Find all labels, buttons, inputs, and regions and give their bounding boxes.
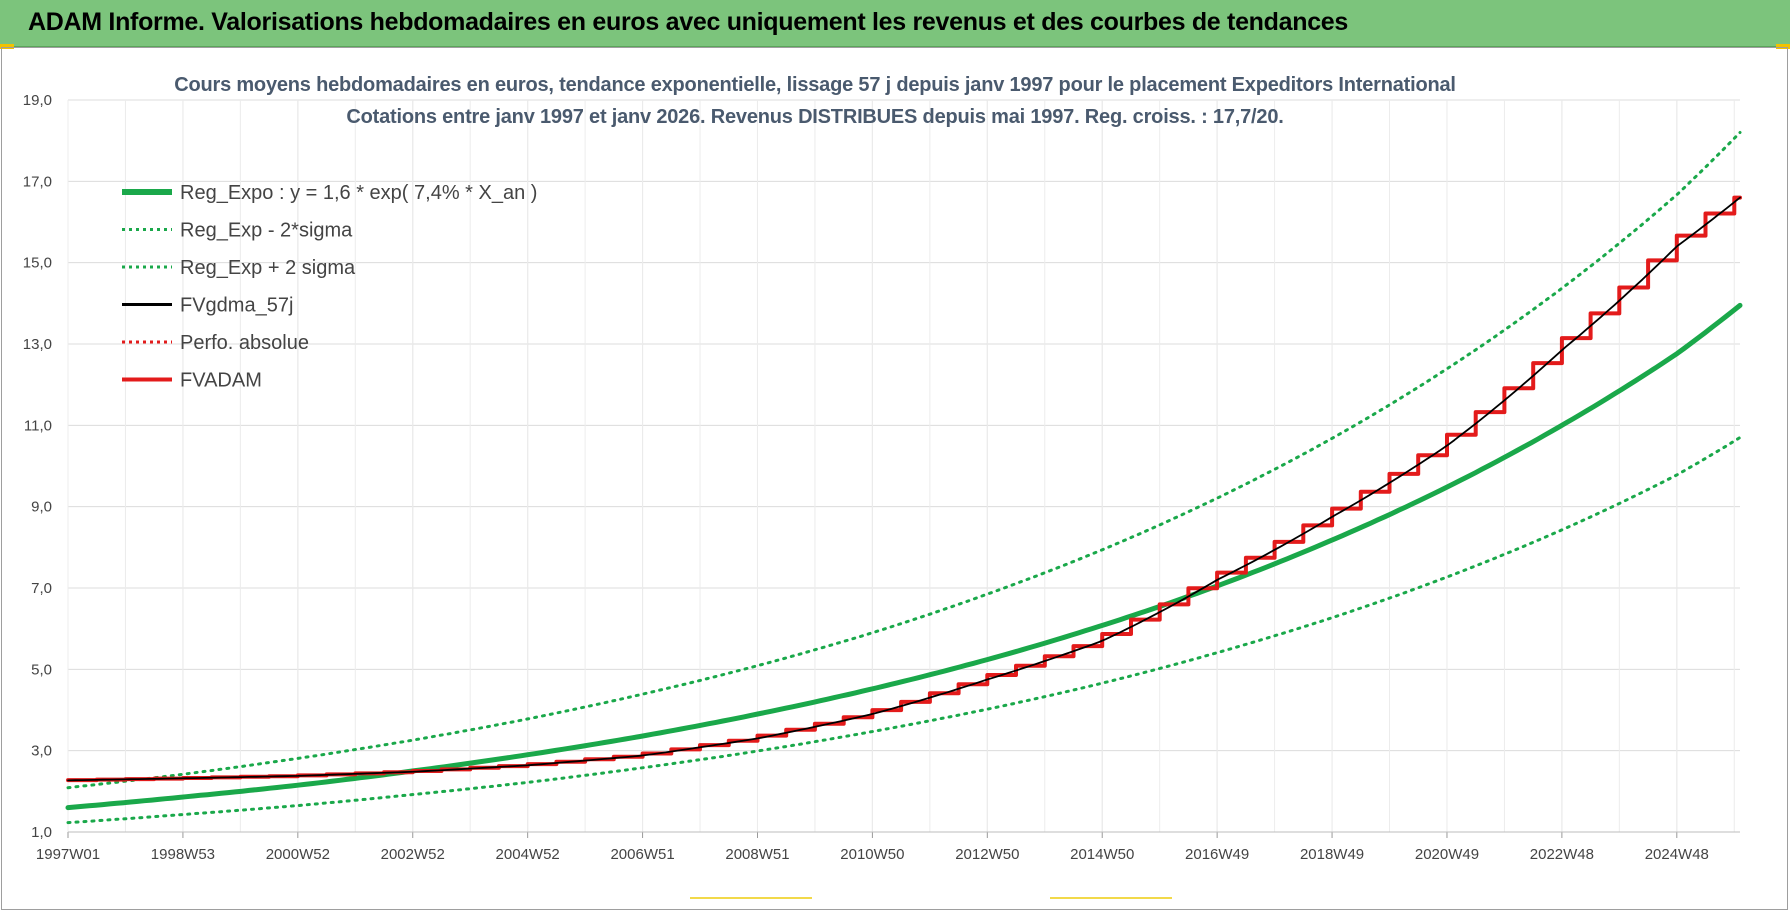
legend-label: Reg_Exp + 2 sigma — [180, 257, 356, 279]
y-axis-ticks: 1,0 3,0 5,0 7,0 9,0 11,0 13,0 15,0 17,0 19,0 — [23, 92, 52, 841]
legend-label: FVgdma_57j — [180, 295, 293, 317]
series-reg-exp-minus-2sigma — [66, 436, 1742, 825]
series-fvgdma-57j — [67, 196, 1741, 782]
series-reg-exp-plus-2sigma — [66, 131, 1742, 790]
y-tick-label: 3,0 — [31, 743, 52, 760]
corner-mark-left — [0, 44, 14, 49]
legend-label: FVADAM — [180, 370, 262, 392]
y-tick-label: 7,0 — [31, 580, 52, 597]
x-tick-label: 2018W49 — [1300, 846, 1364, 863]
x-tick-label: 2020W49 — [1415, 846, 1479, 863]
x-tick-label: 1998W53 — [151, 846, 215, 863]
y-tick-label: 15,0 — [23, 255, 52, 272]
x-tick-label: 2022W48 — [1530, 846, 1594, 863]
x-tick-label: 2006W51 — [610, 846, 674, 863]
y-tick-label: 9,0 — [31, 499, 52, 516]
y-tick-label: 19,0 — [23, 92, 52, 109]
x-axis-ticks: 1997W01 1998W53 2000W52 2002W52 2004W52 2006W… — [36, 846, 1709, 863]
y-tick-label: 17,0 — [23, 173, 52, 190]
series-reg-expo — [65, 302, 1743, 811]
legend: Reg_Expo : y = 1,6 * exp( 7,4% * X_an ) R… — [122, 182, 537, 392]
series-fvadam — [66, 195, 1742, 783]
x-tick-label: 2004W52 — [496, 846, 560, 863]
legend-label: Perfo. absolue — [180, 332, 309, 354]
chart-frame — [1, 47, 1788, 910]
page-title: ADAM Informe. Valorisations hebdomadaire… — [28, 8, 1349, 36]
corner-mark-right — [1776, 44, 1790, 49]
legend-label: Reg_Expo : y = 1,6 * exp( 7,4% * X_an ) — [180, 182, 537, 204]
y-tick-label: 1,0 — [31, 824, 52, 841]
x-tick-label: 2010W50 — [840, 846, 904, 863]
chart-title-line-2: Cotations entre janv 1997 et janv 2026. … — [346, 106, 1284, 128]
legend-label: Reg_Exp - 2*sigma — [180, 220, 353, 242]
x-tick-label: 2000W52 — [266, 846, 330, 863]
x-tick-label: 2008W51 — [725, 846, 789, 863]
x-tick-label: 2024W48 — [1645, 846, 1709, 863]
y-tick-label: 11,0 — [24, 417, 52, 434]
y-tick-label: 5,0 — [31, 661, 52, 678]
x-tick-label: 2012W50 — [955, 846, 1019, 863]
y-tick-label: 13,0 — [23, 336, 52, 353]
header-banner: ADAM Informe. Valorisations hebdomadaire… — [0, 0, 1790, 47]
x-tick-label: 1997W01 — [36, 846, 100, 863]
x-tick-label: 2016W49 — [1185, 846, 1249, 863]
series-lines — [65, 131, 1743, 825]
x-tick-label: 2014W50 — [1070, 846, 1134, 863]
grid-lines — [67, 99, 1740, 838]
x-tick-label: 2002W52 — [381, 846, 445, 863]
chart-title-line-1: Cours moyens hebdomadaires en euros, ten… — [174, 74, 1456, 96]
